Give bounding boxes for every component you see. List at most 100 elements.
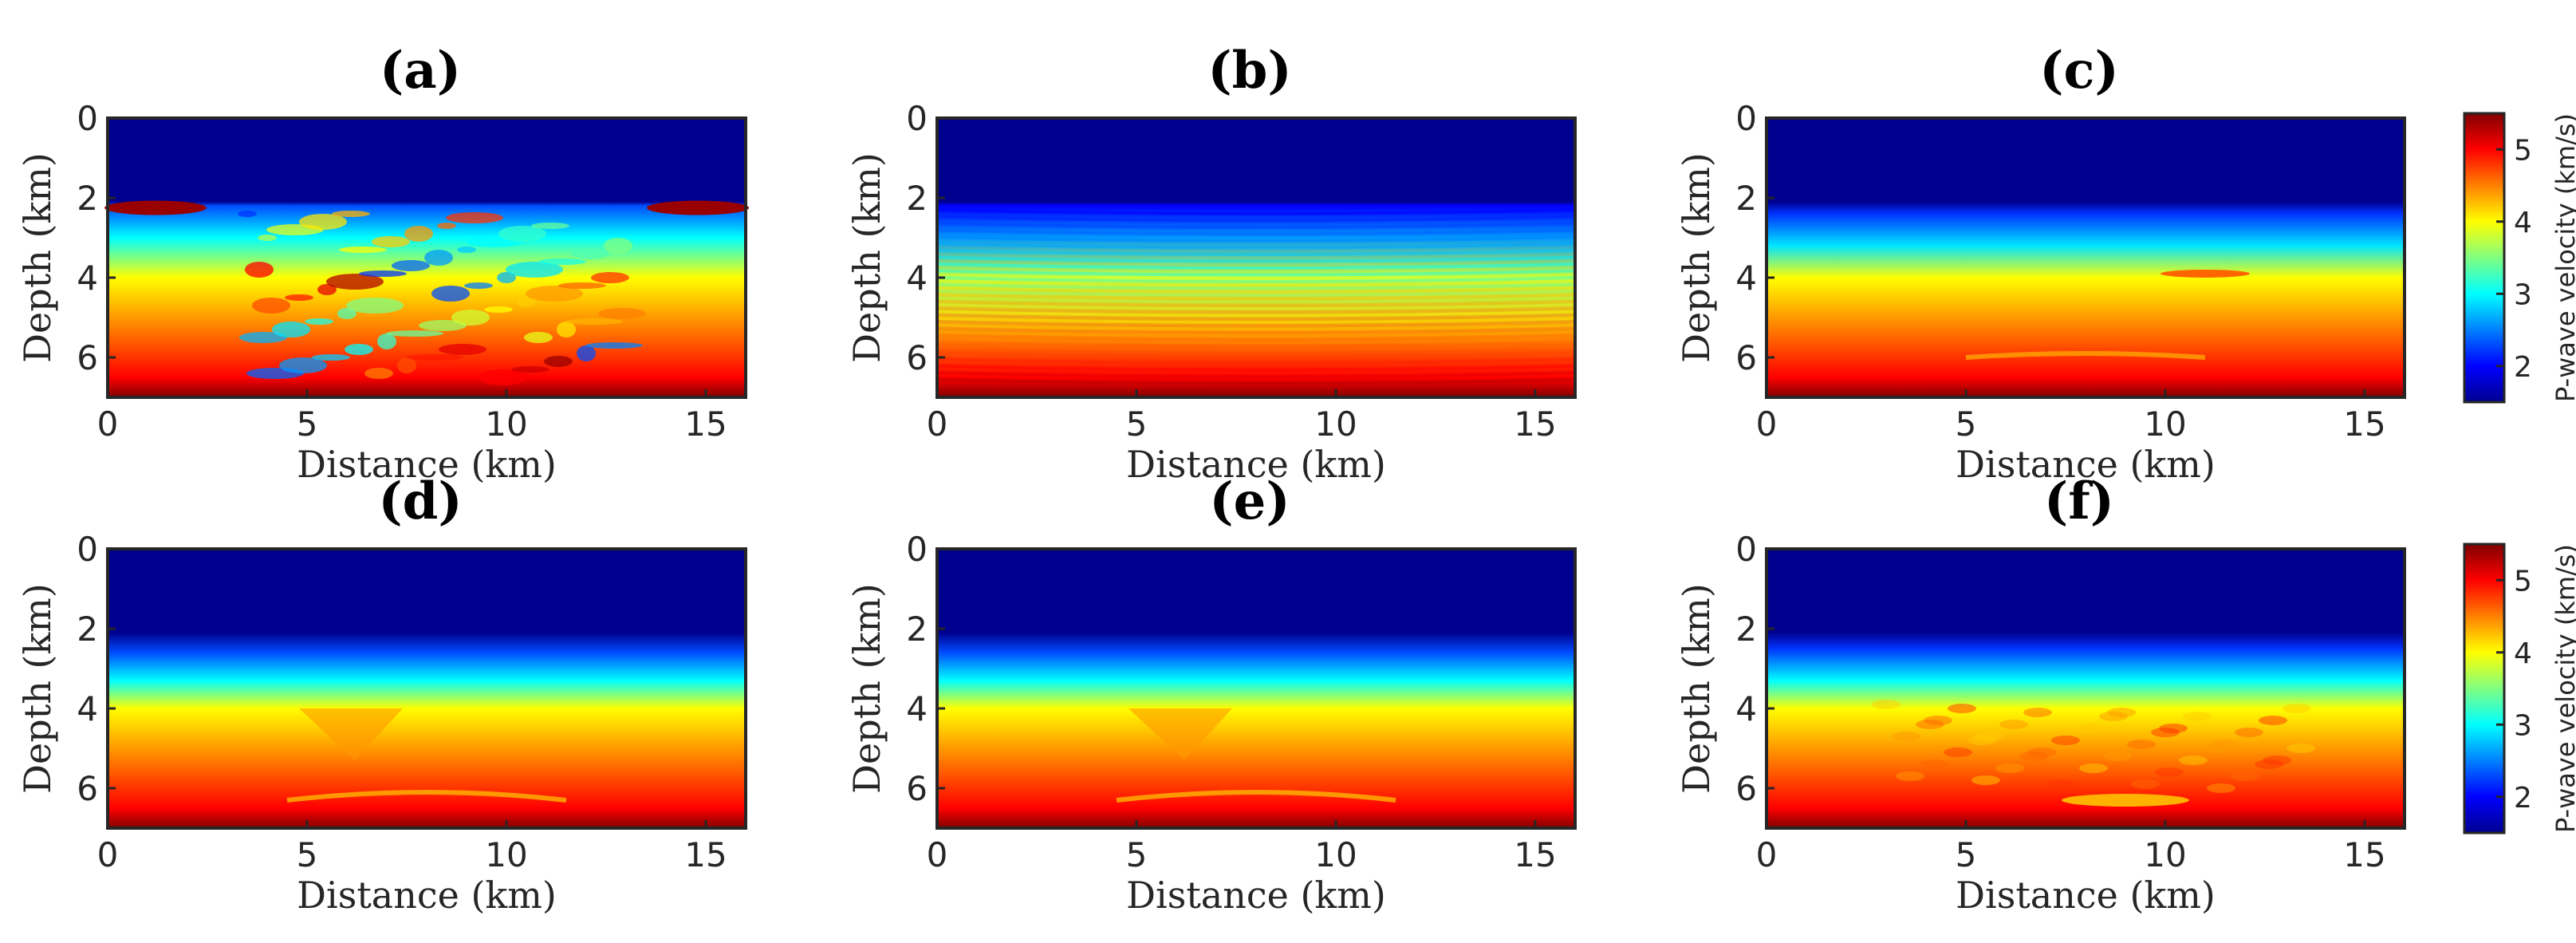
velocity-features [286, 708, 567, 803]
heterogeneity-blob [305, 318, 333, 325]
y-tick-label: 2 [1735, 179, 1757, 218]
heterogeneity-blob [377, 333, 396, 349]
x-tick-label: 5 [297, 835, 318, 874]
x-axis-label: Distance (km) [1126, 443, 1386, 486]
colorbar-gradient [2463, 543, 2506, 834]
striping-artifact [936, 228, 1576, 236]
heterogeneity-blob [404, 226, 433, 242]
panel-label: (a) [380, 41, 461, 101]
striping-artifact [936, 235, 1576, 243]
heterogeneity-blob [446, 212, 503, 223]
heterogeneity-blob [598, 308, 646, 319]
colorbar-tick-label: 2 [2514, 782, 2532, 815]
x-tick-label: 0 [97, 404, 119, 444]
heterogeneity-blob [317, 284, 337, 295]
heterogeneity-blob [299, 214, 347, 230]
heterogeneity-blob [406, 354, 463, 361]
y-tick-label: 4 [77, 258, 98, 298]
texture-blob [2203, 744, 2231, 753]
striping-artifact [936, 222, 1576, 229]
heterogeneity-blob [439, 344, 486, 355]
panel-a: 0 5 10 15 0 2 4 6 Distance (km) Depth (km) (a) [16, 41, 749, 486]
texture-blob [2207, 783, 2235, 793]
texture-blob [2151, 728, 2180, 737]
x-tick-label: 10 [2144, 404, 2186, 444]
heterogeneity-blob [558, 282, 606, 289]
heterogeneity-blob [326, 274, 384, 290]
heterogeneity-blob [345, 344, 373, 355]
x-tick-label: 0 [1756, 404, 1778, 444]
x-tick-label: 10 [1314, 835, 1357, 874]
y-tick-label: 6 [906, 338, 928, 377]
x-axis-label: Distance (km) [1956, 443, 2216, 486]
heterogeneity-blob [337, 308, 356, 319]
texture-blob [2286, 744, 2315, 753]
y-axis-label: Depth (km) [845, 583, 888, 794]
heterogeneity-blob [238, 211, 257, 217]
velocity-field [937, 549, 1575, 828]
axes-frame [935, 547, 1577, 830]
x-tick-label: 0 [97, 835, 119, 874]
panel-label: (c) [2039, 41, 2119, 101]
texture-blob [2131, 779, 2160, 789]
panel-d: 0 5 10 15 0 2 4 6 Distance (km) Depth (km) (d) [16, 472, 747, 917]
texture-blob [2103, 752, 2132, 761]
axes-frame [106, 547, 747, 830]
striping-artifact [936, 282, 1576, 290]
heterogeneity-blob [497, 272, 516, 283]
y-tick-label: 4 [77, 689, 98, 728]
heterogeneity-blob [577, 345, 596, 361]
heterogeneity-blob [506, 262, 563, 278]
panel-e: 0 5 10 15 0 2 4 6 Distance (km) Depth (km) (e) [845, 472, 1577, 917]
heterogeneity-blob [544, 356, 573, 367]
texture-blob [2023, 708, 2052, 717]
velocity-features [936, 208, 1576, 385]
striping-artifact [936, 249, 1576, 256]
y-tick-label: 6 [1735, 769, 1757, 808]
heterogeneity-blob [498, 226, 546, 242]
colorbar-tick-label: 3 [2514, 278, 2532, 311]
axes-frame [106, 116, 747, 399]
texture-blob [2283, 704, 2311, 713]
heterogeneity-blob [372, 236, 410, 247]
heterogeneity-blob [252, 298, 290, 314]
heterogeneity-blob [604, 238, 632, 254]
texture-blob [2047, 779, 2076, 789]
heterogeneity-blob [571, 248, 609, 259]
colorbar-tick-label: 4 [2514, 207, 2532, 239]
texture-blob [2259, 716, 2287, 725]
texture-blob [2183, 712, 2212, 721]
x-tick-label: 5 [1126, 404, 1148, 444]
salt-lens-left [104, 200, 207, 215]
x-tick-label: 0 [927, 404, 948, 444]
panel-b: 0 5 10 15 0 2 4 6 Distance (km) Depth (km) (b) [845, 41, 1577, 486]
colorbar-tick-label: 4 [2514, 637, 2532, 670]
texture-blob [2235, 728, 2263, 737]
y-tick-label: 4 [1735, 258, 1757, 298]
y-tick-label: 2 [906, 179, 928, 218]
x-tick-label: 10 [485, 835, 527, 874]
y-tick-label: 2 [77, 179, 98, 218]
x-tick-label: 5 [1956, 835, 1977, 874]
y-tick-label: 2 [77, 610, 98, 649]
texture-blob [1920, 760, 1948, 769]
velocity-field [1767, 549, 2405, 828]
colorbar-tick-label: 5 [2514, 565, 2532, 598]
heterogeneity-blob [557, 322, 576, 337]
x-axis-label: Distance (km) [1956, 874, 2216, 917]
texture-blob [1896, 771, 1924, 781]
colorbar-label: P-wave velocity (km/s) [2550, 544, 2576, 833]
heterogeneity-blob [538, 258, 586, 265]
striping-artifact [936, 337, 1576, 345]
y-tick-label: 6 [906, 769, 928, 808]
heterogeneity-blob [346, 298, 404, 314]
reflector [1116, 790, 1396, 803]
heterogeneity-blob [279, 357, 327, 373]
axes-frame [1765, 547, 2406, 830]
striping-artifact [936, 371, 1576, 378]
velocity-field [108, 549, 746, 828]
reflector [286, 790, 567, 803]
striping-artifact [936, 303, 1576, 310]
panel-label: (e) [1209, 472, 1290, 531]
striping-artifact [936, 323, 1576, 331]
